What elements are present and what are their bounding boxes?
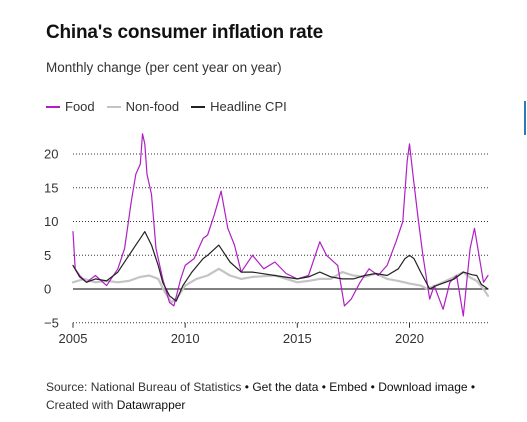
y-tick-label: 10 — [44, 214, 58, 229]
footer-separator: • — [321, 380, 326, 394]
x-tick-label: 2010 — [171, 331, 200, 346]
chart-legend: Food Non-food Headline CPI — [46, 99, 299, 114]
y-tick-label: 5 — [44, 248, 51, 263]
series-line-food — [72, 133, 489, 317]
datawrapper-link[interactable]: Datawrapper — [116, 398, 186, 412]
footer-separator: • — [244, 380, 249, 394]
source-note: Source: National Bureau of Statistics — [46, 380, 242, 394]
footer-separator: • — [470, 380, 476, 394]
y-tick-label: 20 — [44, 147, 58, 162]
legend-item-headline: Headline CPI — [191, 99, 287, 114]
legend-item-nonfood: Non-food — [106, 99, 180, 114]
y-tick-label: 0 — [44, 282, 51, 297]
embed-link[interactable]: Embed — [329, 380, 368, 394]
x-tick-label: 2020 — [395, 331, 424, 346]
chart-subtitle: Monthly change (per cent year on year) — [46, 60, 282, 75]
legend-swatch-headline — [191, 105, 206, 108]
legend-swatch-nonfood — [106, 105, 121, 108]
chart-title: China's consumer inflation rate — [46, 22, 324, 43]
series-line-headline — [72, 231, 489, 302]
y-tick-label: 15 — [44, 180, 58, 195]
legend-label-nonfood: Non-food — [125, 99, 180, 114]
legend-item-food: Food — [46, 99, 95, 114]
y-tick-label: −5 — [44, 315, 59, 330]
scroll-indicator — [524, 101, 526, 135]
x-tick-label: 2015 — [283, 331, 312, 346]
x-tick-label: 2005 — [59, 331, 88, 346]
footer-separator: • — [370, 380, 375, 394]
created-with-label: Created with — [46, 398, 114, 412]
download-image-link[interactable]: Download image — [378, 380, 468, 394]
legend-label-food: Food — [65, 99, 95, 114]
legend-label-headline: Headline CPI — [210, 99, 287, 114]
get-data-link[interactable]: Get the data — [252, 380, 319, 394]
legend-swatch-food — [46, 105, 60, 108]
chart-footer: Source: National Bureau of Statistics • … — [46, 378, 516, 414]
